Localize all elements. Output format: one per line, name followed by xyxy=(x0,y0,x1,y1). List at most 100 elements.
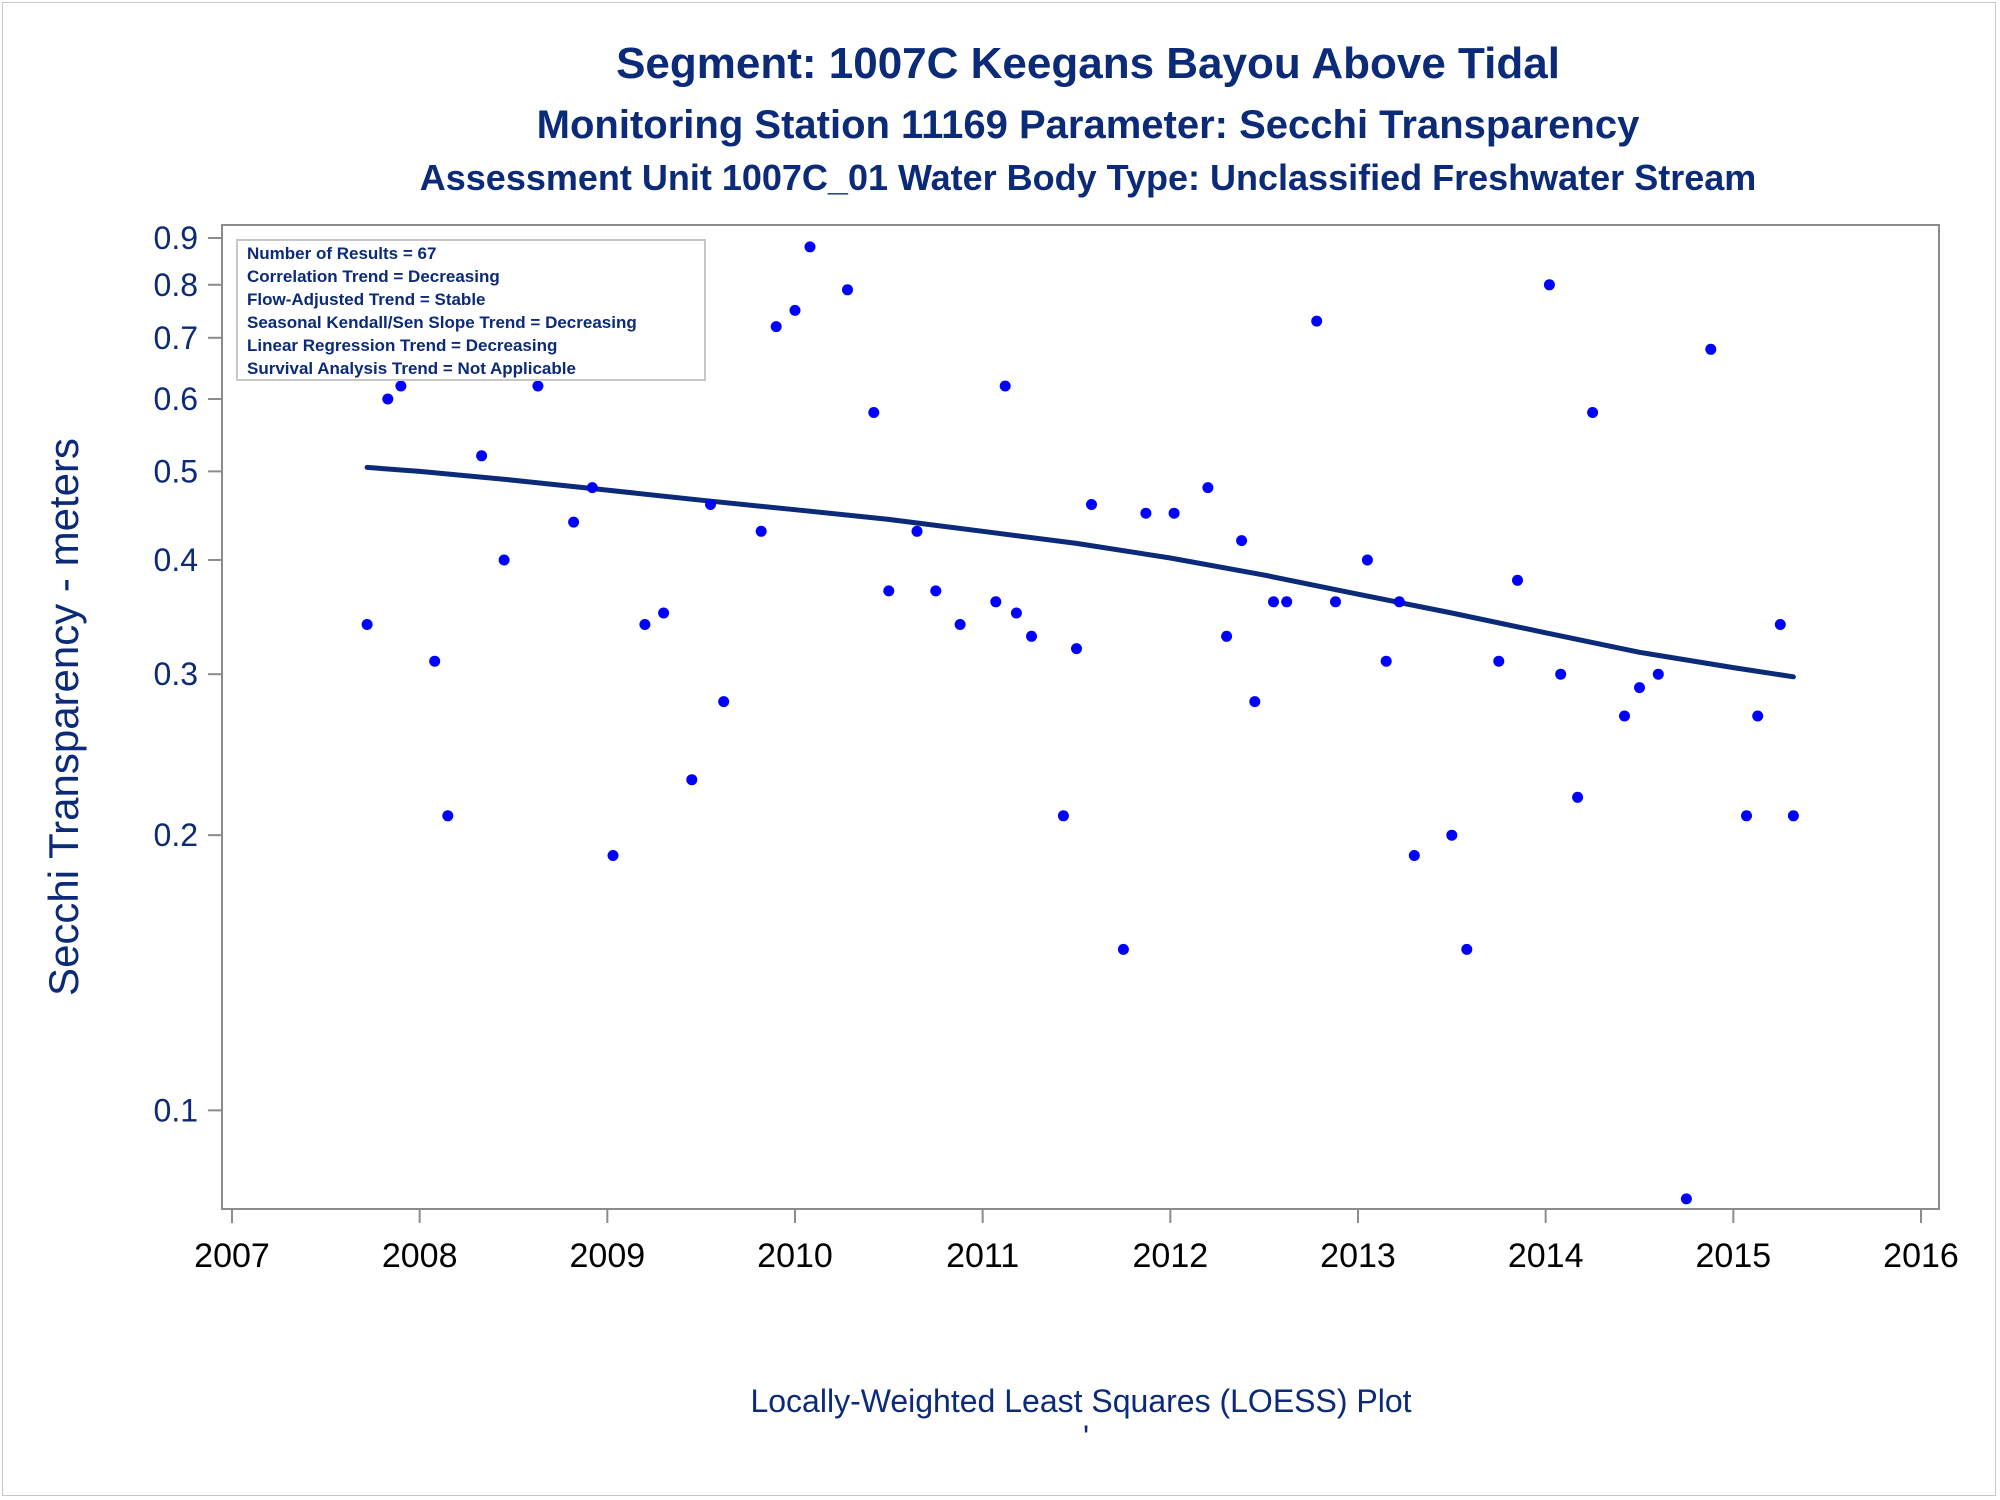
data-point xyxy=(868,407,880,418)
data-point xyxy=(607,850,619,861)
data-point xyxy=(990,596,1002,608)
data-point xyxy=(1117,943,1129,955)
y-tick-label: 0.9 xyxy=(154,220,198,256)
data-point xyxy=(498,554,510,566)
data-point xyxy=(842,284,853,296)
data-point xyxy=(755,525,767,537)
y-tick-label: 0.4 xyxy=(154,542,198,578)
chart-subtitle: Monitoring Station 11169 Parameter: Secc… xyxy=(537,103,1640,147)
chart-footnote: Locally-Weighted Least Squares (LOESS) P… xyxy=(750,1383,1411,1419)
y-tick-label: 0.5 xyxy=(154,453,198,489)
footnote-mark: ' xyxy=(1083,1419,1089,1455)
data-point xyxy=(930,585,942,597)
data-point xyxy=(999,380,1011,392)
stats-line-results: Number of Results = 67 xyxy=(247,244,436,263)
data-point xyxy=(1057,810,1069,822)
x-tick-label: 2012 xyxy=(1133,1237,1209,1275)
data-point xyxy=(911,525,923,537)
data-point xyxy=(361,619,373,630)
data-point xyxy=(1086,499,1097,510)
data-point xyxy=(1555,668,1567,680)
data-point xyxy=(1268,596,1279,608)
x-tick-label: 2008 xyxy=(382,1237,458,1275)
y-axis-label: Secchi Transparency - meters xyxy=(40,438,87,996)
data-point xyxy=(1572,791,1584,803)
data-point xyxy=(429,655,441,667)
y-tick-label: 0.8 xyxy=(154,267,198,303)
data-point xyxy=(883,585,895,597)
data-point xyxy=(1446,829,1458,841)
data-point xyxy=(1361,554,1373,566)
data-point xyxy=(804,241,816,253)
data-point xyxy=(1787,810,1799,822)
data-point xyxy=(1380,655,1392,667)
data-point xyxy=(1330,596,1341,608)
data-point xyxy=(1705,343,1717,355)
data-point xyxy=(1652,668,1664,680)
x-tick-label: 2011 xyxy=(946,1237,1019,1275)
data-point xyxy=(1543,279,1555,291)
x-tick-label: 2015 xyxy=(1696,1237,1772,1275)
stats-line-linear-regression: Linear Regression Trend = Decreasing xyxy=(247,336,557,355)
data-point xyxy=(1236,535,1248,547)
chart-title: Segment: 1007C Keegans Bayou Above Tidal xyxy=(616,39,1560,88)
trend-stats-box: Number of Results = 67 Correlation Trend… xyxy=(236,239,706,381)
data-point xyxy=(770,321,782,333)
stats-line-survival: Survival Analysis Trend = Not Applicable xyxy=(247,359,576,378)
data-point xyxy=(1512,574,1523,586)
loess-curve-group xyxy=(364,464,1796,680)
y-axis: 0.9 0.8 0.7 0.6 0.5 0.4 0.3 0.2 0.1 xyxy=(154,220,222,1128)
stats-box-border xyxy=(236,239,706,381)
data-point xyxy=(686,774,698,786)
x-axis: 2007 2008 2009 2010 2011 2012 2013 2014 2015 2016 xyxy=(194,1209,1959,1275)
data-point xyxy=(1140,507,1152,519)
data-point xyxy=(1393,596,1405,608)
data-point xyxy=(954,619,966,630)
data-point xyxy=(1026,630,1037,642)
data-points-group xyxy=(361,241,1799,1205)
plot-area xyxy=(221,224,1940,1210)
x-tick-label: 2016 xyxy=(1883,1237,1959,1275)
data-point xyxy=(476,450,488,462)
data-point xyxy=(705,499,716,510)
data-point xyxy=(586,482,598,494)
data-point xyxy=(1493,655,1505,667)
data-point xyxy=(1408,850,1420,861)
data-point xyxy=(658,607,670,619)
data-point xyxy=(1619,710,1630,722)
y-tick-label: 0.1 xyxy=(154,1092,198,1128)
data-point xyxy=(1587,407,1599,418)
data-point xyxy=(1752,710,1764,722)
data-point xyxy=(1741,810,1752,822)
data-point xyxy=(1680,1193,1692,1205)
x-tick-label: 2010 xyxy=(757,1237,833,1275)
stats-line-flow-adjusted: Flow-Adjusted Trend = Stable xyxy=(247,290,486,309)
data-point xyxy=(382,393,394,405)
chart-titles: Segment: 1007C Keegans Bayou Above Tidal… xyxy=(420,39,1757,198)
y-tick-label: 0.2 xyxy=(154,817,198,853)
y-tick-label: 0.6 xyxy=(154,381,198,417)
y-tick-label: 0.3 xyxy=(154,656,198,692)
x-tick-label: 2014 xyxy=(1508,1237,1584,1275)
data-point xyxy=(1071,643,1082,655)
data-point xyxy=(1774,619,1786,630)
x-tick-label: 2009 xyxy=(570,1237,646,1275)
data-point xyxy=(1311,315,1323,327)
data-point xyxy=(442,810,454,822)
data-point xyxy=(1168,507,1180,519)
data-point xyxy=(1634,682,1645,694)
data-point xyxy=(789,304,801,316)
data-point xyxy=(1202,482,1214,494)
data-point xyxy=(1281,596,1293,608)
data-point xyxy=(395,380,407,392)
chart-subtitle-2: Assessment Unit 1007C_01 Water Body Type… xyxy=(420,157,1757,198)
x-tick-label: 2007 xyxy=(194,1237,270,1275)
y-tick-label: 0.7 xyxy=(154,320,198,356)
data-point xyxy=(1461,943,1473,955)
stats-line-correlation: Correlation Trend = Decreasing xyxy=(247,267,500,286)
loess-curve xyxy=(364,464,1796,680)
data-point xyxy=(718,696,730,708)
data-point xyxy=(1249,696,1261,708)
data-point xyxy=(639,619,651,630)
